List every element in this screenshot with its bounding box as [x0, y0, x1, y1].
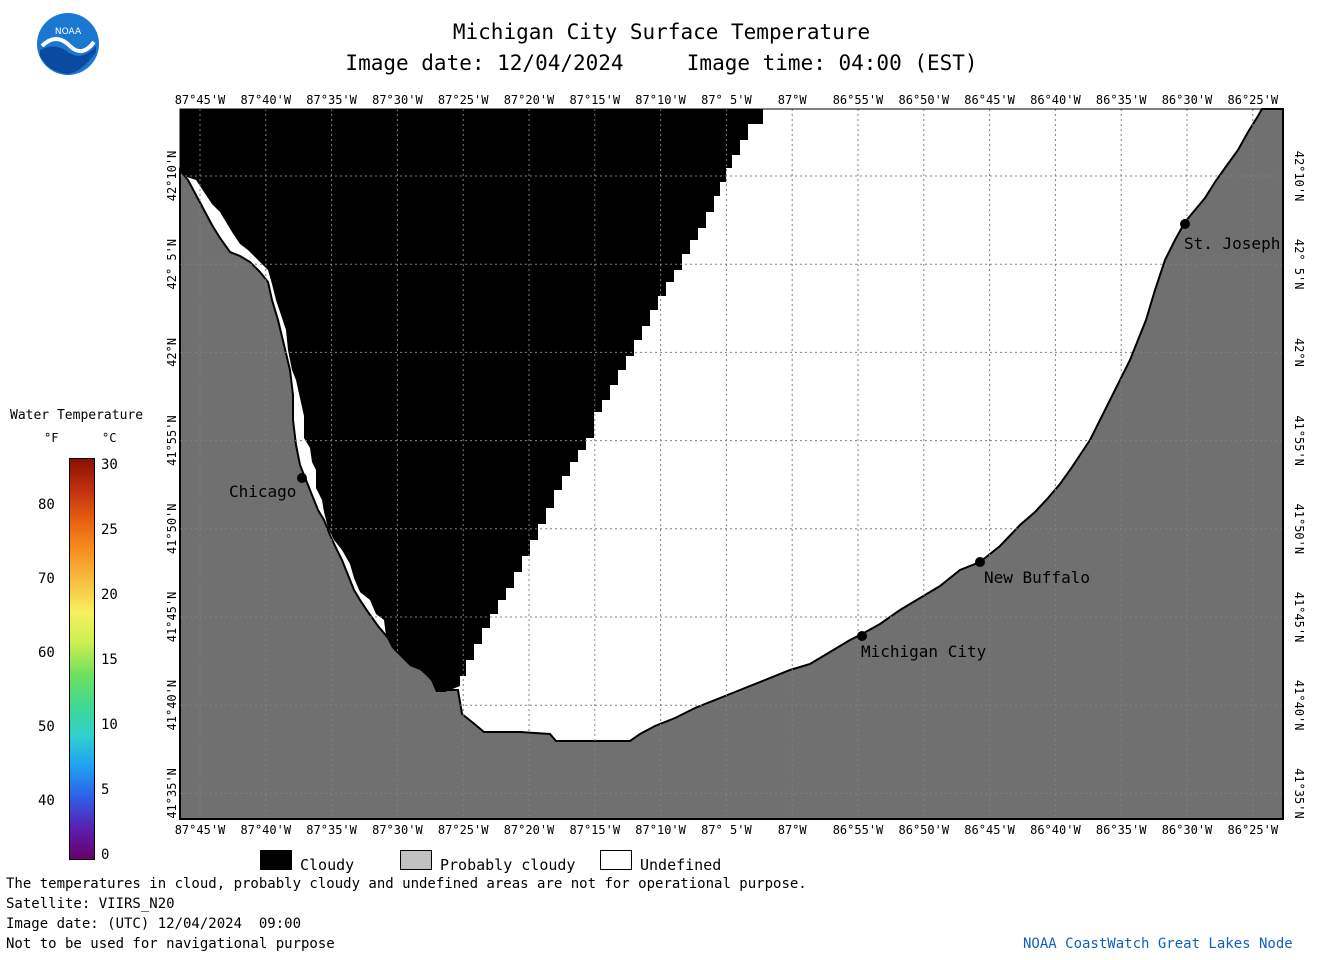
legend-f-tick: 50 — [38, 719, 55, 735]
lon-tick-label: 86°30'W — [1162, 93, 1213, 107]
key-swatch — [260, 850, 292, 870]
legend-c-tick: 5 — [101, 782, 110, 798]
image-date-line: Image date: 12/04/2024 Image time: 04:00… — [345, 51, 978, 75]
lat-tick-label: 42°N — [165, 338, 179, 367]
lat-tick-label: 41°40'N — [165, 680, 179, 731]
lon-tick-label: 87°10'W — [635, 823, 686, 837]
page-title: Michigan City Surface Temperature — [452, 20, 871, 44]
lat-tick-label: 41°55'N — [1292, 415, 1306, 466]
lat-tick-label: 42°10'N — [1292, 151, 1306, 202]
lon-tick-label: 87°20'W — [504, 823, 555, 837]
key-label: Probably cloudy — [440, 856, 576, 874]
footer-utc-date: Image date: (UTC) 12/04/2024 09:00 — [6, 916, 302, 932]
legend-c-tick: 30 — [101, 457, 118, 473]
lon-tick-label: 86°40'W — [1030, 823, 1081, 837]
lon-tick-label: 87° 5'W — [701, 93, 752, 107]
footer-satellite: Satellite: VIIRS_N20 — [6, 896, 175, 912]
key-label: Cloudy — [300, 856, 355, 874]
lon-tick-label: 86°40'W — [1030, 93, 1081, 107]
lat-tick-label: 41°45'N — [165, 592, 179, 643]
lon-tick-label: 87°W — [778, 93, 808, 107]
lon-tick-label: 86°35'W — [1096, 93, 1147, 107]
city-marker — [975, 557, 985, 567]
lon-tick-label: 87°15'W — [570, 823, 621, 837]
city-marker — [297, 473, 307, 483]
lat-tick-label: 41°50'N — [165, 504, 179, 555]
legend-c-tick: 20 — [101, 587, 118, 603]
lon-tick-label: 86°55'W — [833, 823, 884, 837]
legend-unit-c: °C — [102, 431, 117, 445]
noaa-logo: NOAA — [37, 13, 99, 75]
lon-tick-label: 87°30'W — [372, 823, 423, 837]
lon-tick-label: 86°30'W — [1162, 823, 1213, 837]
key-label: Undefined — [640, 856, 722, 874]
lon-tick-label: 87°40'W — [241, 93, 292, 107]
lon-tick-label: 87°35'W — [306, 93, 357, 107]
longitude-ticks-bottom: 87°45'W 87°40'W 87°35'W 87°30'W 87°25'W 87°20… — [175, 823, 1279, 837]
lat-tick-label: 41°50'N — [1292, 504, 1306, 555]
lon-tick-label: 86°55'W — [833, 93, 884, 107]
city-marker — [857, 631, 867, 641]
longitude-ticks-top: 87°45'W 87°40'W 87°35'W 87°30'W 87°25'W 87°20… — [175, 93, 1279, 107]
city-label: Chicago — [229, 482, 296, 501]
lon-tick-label: 87°25'W — [438, 93, 489, 107]
city-marker — [1180, 219, 1190, 229]
lon-tick-label: 86°25'W — [1228, 823, 1279, 837]
land-west — [179, 108, 1284, 820]
lat-tick-label: 41°55'N — [165, 415, 179, 466]
key-swatch — [400, 850, 432, 870]
lon-tick-label: 87°45'W — [175, 93, 226, 107]
lon-tick-label: 87°15'W — [570, 93, 621, 107]
lon-tick-label: 87° 5'W — [701, 823, 752, 837]
city-markers: Chicago St. Joseph New Buffalo Michigan Cit… — [229, 219, 1280, 661]
lon-tick-label: 87°40'W — [241, 823, 292, 837]
lon-tick-label: 87°30'W — [372, 93, 423, 107]
legend-f-tick: 80 — [38, 497, 55, 513]
latitude-ticks-right: 42°10'N 42° 5'N 42°N 41°55'N 41°50'N 41°45'N 4… — [1292, 151, 1306, 819]
legend-c-tick: 10 — [101, 717, 118, 733]
lon-tick-label: 87°W — [778, 823, 808, 837]
map-grid — [180, 109, 1283, 819]
lat-tick-label: 41°35'N — [1292, 768, 1306, 819]
legend-f-tick: 60 — [38, 645, 55, 661]
lat-tick-label: 42° 5'N — [1292, 239, 1306, 290]
legend-colorbar — [69, 458, 95, 860]
legend-f-tick: 70 — [38, 571, 55, 587]
lat-tick-label: 41°45'N — [1292, 592, 1306, 643]
city-label: Michigan City — [861, 642, 987, 661]
legend-unit-f: °F — [44, 431, 59, 445]
legend-f-tick: 40 — [38, 793, 55, 809]
lon-tick-label: 86°25'W — [1228, 93, 1279, 107]
footer-navigation-note: Not to be used for navigational purpose — [6, 936, 335, 952]
lon-tick-label: 87°25'W — [438, 823, 489, 837]
city-label: St. Joseph — [1184, 234, 1280, 253]
legend-c-tick: 0 — [101, 847, 110, 863]
lat-tick-label: 41°40'N — [1292, 680, 1306, 731]
lon-tick-label: 86°45'W — [964, 93, 1015, 107]
lon-tick-label: 87°20'W — [504, 93, 555, 107]
legend-c-tick: 25 — [101, 522, 118, 538]
footer-disclaimer: The temperatures in cloud, probably clou… — [6, 876, 807, 892]
lon-tick-label: 87°10'W — [635, 93, 686, 107]
lon-tick-label: 86°50'W — [899, 823, 950, 837]
lon-tick-label: 86°50'W — [899, 93, 950, 107]
lat-tick-label: 41°35'N — [165, 768, 179, 819]
lon-tick-label: 87°35'W — [306, 823, 357, 837]
lat-tick-label: 42°N — [1292, 338, 1306, 367]
key-swatch — [600, 850, 632, 870]
lon-tick-label: 86°35'W — [1096, 823, 1147, 837]
svg-text:NOAA: NOAA — [55, 27, 82, 37]
legend-c-tick: 15 — [101, 652, 118, 668]
lon-tick-label: 87°45'W — [175, 823, 226, 837]
legend-title: Water Temperature — [10, 408, 144, 423]
latitude-ticks-left: 42°10'N 42° 5'N 42°N 41°55'N 41°50'N 41°45'N 4… — [165, 151, 179, 819]
lat-tick-label: 42°10'N — [165, 151, 179, 202]
lon-tick-label: 86°45'W — [964, 823, 1015, 837]
city-label: New Buffalo — [984, 568, 1090, 587]
cloud-region — [180, 109, 763, 692]
footer-credit: NOAA CoastWatch Great Lakes Node — [1023, 936, 1293, 952]
map-border — [179, 108, 1284, 820]
lat-tick-label: 42° 5'N — [165, 239, 179, 290]
